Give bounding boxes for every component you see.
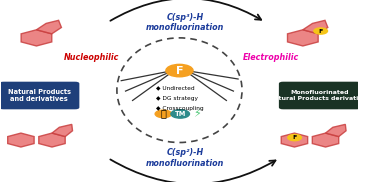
Circle shape <box>171 110 189 118</box>
Circle shape <box>166 64 193 77</box>
Text: F: F <box>176 66 183 76</box>
Polygon shape <box>36 20 62 34</box>
Text: Electrophilic: Electrophilic <box>243 53 299 62</box>
Polygon shape <box>39 133 65 147</box>
Text: Monofluorinated
Natural Products derivatives: Monofluorinated Natural Products derivat… <box>269 90 370 101</box>
Circle shape <box>288 134 301 141</box>
Polygon shape <box>312 133 339 147</box>
Polygon shape <box>21 30 52 46</box>
Text: ⚡: ⚡ <box>193 109 200 119</box>
Text: F: F <box>319 29 323 33</box>
FancyBboxPatch shape <box>0 82 79 109</box>
Text: F: F <box>293 135 297 140</box>
Polygon shape <box>8 133 34 147</box>
Circle shape <box>314 28 327 34</box>
Polygon shape <box>288 30 318 46</box>
Text: C(sp³)-H: C(sp³)-H <box>166 13 203 21</box>
Text: C(sp²)-H: C(sp²)-H <box>166 148 203 157</box>
Text: Nucleophilic: Nucleophilic <box>64 53 119 62</box>
Polygon shape <box>303 20 328 34</box>
Text: TM: TM <box>175 111 186 117</box>
FancyBboxPatch shape <box>279 82 361 109</box>
Text: ◆ DG strategy: ◆ DG strategy <box>156 96 198 101</box>
Text: monofluorination: monofluorination <box>146 159 224 168</box>
Polygon shape <box>281 133 308 147</box>
Text: monofluorination: monofluorination <box>146 23 224 32</box>
Circle shape <box>155 110 172 118</box>
Polygon shape <box>325 124 346 136</box>
Text: ◆ Crosscoupling: ◆ Crosscoupling <box>156 106 204 112</box>
Text: Natural Products
and derivatives: Natural Products and derivatives <box>8 89 71 102</box>
Text: 💡: 💡 <box>160 108 166 118</box>
Polygon shape <box>52 124 73 136</box>
Text: ◆ Undirected: ◆ Undirected <box>156 85 195 90</box>
